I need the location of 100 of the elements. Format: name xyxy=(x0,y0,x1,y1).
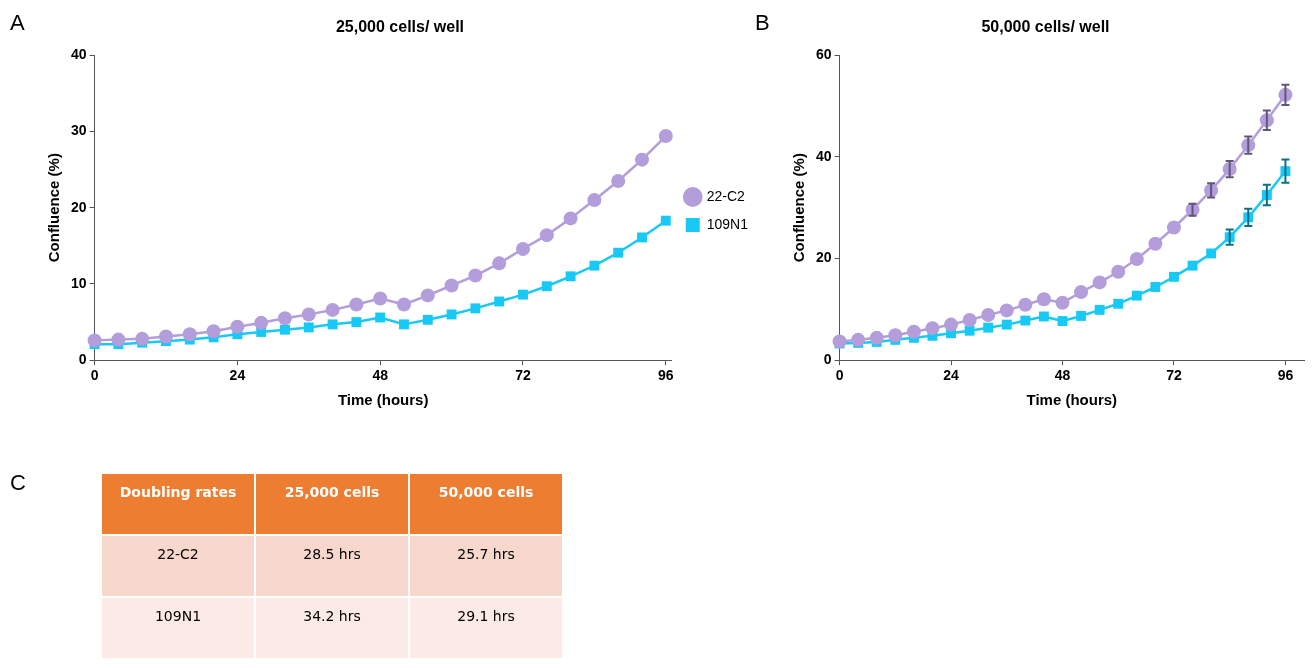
point xyxy=(280,324,290,335)
point xyxy=(518,289,528,300)
x-tick-label: 0 xyxy=(90,367,99,384)
y-axis-title: Confluence (%) xyxy=(790,153,808,263)
point xyxy=(981,307,996,322)
point xyxy=(492,256,507,271)
point xyxy=(832,334,847,349)
point xyxy=(1018,297,1033,312)
point xyxy=(422,314,433,325)
point xyxy=(1129,252,1144,267)
point xyxy=(206,324,221,339)
point xyxy=(420,288,435,303)
y-tick-label: 10 xyxy=(70,274,87,291)
text: 25.7 hrs xyxy=(409,535,563,597)
text: 22-C2 xyxy=(101,535,255,597)
point xyxy=(983,322,994,333)
point xyxy=(944,317,959,332)
y-tick-label: 20 xyxy=(815,249,832,266)
text: 109N1 xyxy=(101,597,255,659)
point xyxy=(964,325,975,336)
point xyxy=(962,313,977,328)
point xyxy=(1111,264,1126,279)
x-tick-label: 48 xyxy=(372,367,389,384)
chart-title: 25,000 cells/ well xyxy=(335,18,465,36)
point xyxy=(1020,315,1031,326)
point xyxy=(444,278,459,293)
point xyxy=(851,332,866,347)
point xyxy=(906,324,921,339)
point xyxy=(1074,285,1089,300)
point xyxy=(301,307,316,322)
point xyxy=(1148,236,1163,251)
point xyxy=(587,193,602,208)
x-tick-label: 96 xyxy=(1277,367,1294,384)
point xyxy=(468,268,483,283)
text: C xyxy=(10,470,26,496)
x-axis-title: Time (hours) xyxy=(337,391,429,409)
text: 28.5 hrs xyxy=(255,535,409,597)
x-tick-label: 24 xyxy=(943,367,960,384)
point xyxy=(611,174,626,189)
point xyxy=(1092,275,1107,290)
point xyxy=(634,152,649,167)
x-tick-label: 24 xyxy=(229,367,246,384)
x-axis-title: Time (hours) xyxy=(1026,391,1118,409)
point xyxy=(658,129,673,144)
legend-label: 109N1 xyxy=(706,215,749,232)
point xyxy=(999,303,1014,318)
point xyxy=(1094,304,1105,315)
point xyxy=(1057,316,1068,327)
point xyxy=(565,271,576,282)
y-tick-label: 0 xyxy=(78,351,87,368)
point xyxy=(303,322,314,333)
point xyxy=(515,241,530,256)
point xyxy=(1187,260,1198,271)
legend-label: 22-C2 xyxy=(706,187,746,204)
point xyxy=(1113,298,1124,309)
point xyxy=(230,319,245,334)
point xyxy=(541,281,552,292)
text: 50,000 cells xyxy=(409,473,563,535)
x-tick-label: 96 xyxy=(658,367,674,384)
point xyxy=(470,303,481,314)
text: A xyxy=(10,10,25,36)
point xyxy=(373,291,388,306)
x-tick-label: 48 xyxy=(1054,367,1071,384)
point xyxy=(446,309,457,320)
point xyxy=(277,311,292,326)
text: 29.1 hrs xyxy=(409,597,563,659)
point xyxy=(1038,311,1049,322)
point xyxy=(158,329,173,344)
point xyxy=(888,328,903,343)
text: 34.2 hrs xyxy=(255,597,409,659)
point xyxy=(1001,319,1012,330)
point xyxy=(396,297,411,312)
text: 25,000 cells xyxy=(255,473,409,535)
point xyxy=(637,232,647,243)
point xyxy=(254,315,269,330)
point xyxy=(399,319,409,330)
x-tick-label: 72 xyxy=(1166,367,1182,384)
text: B xyxy=(755,10,770,36)
y-tick-label: 30 xyxy=(70,122,87,139)
point xyxy=(1206,248,1217,259)
y-tick-label: 40 xyxy=(70,46,87,63)
y-tick-label: 40 xyxy=(815,147,832,164)
point xyxy=(349,297,364,312)
point xyxy=(135,331,150,346)
point xyxy=(375,312,386,323)
point xyxy=(351,317,362,328)
point xyxy=(87,333,102,348)
x-tick-label: 72 xyxy=(515,367,531,384)
y-tick-label: 20 xyxy=(70,198,87,215)
point xyxy=(1166,220,1181,235)
point xyxy=(1131,290,1142,301)
point xyxy=(563,211,578,226)
point xyxy=(539,228,554,243)
point xyxy=(1169,271,1179,282)
point xyxy=(1036,292,1051,307)
y-axis-title: Confluence (%) xyxy=(45,153,63,263)
point xyxy=(327,319,338,330)
point xyxy=(1150,282,1161,292)
chart-title: 50,000 cells/ well xyxy=(981,18,1110,36)
point xyxy=(613,247,624,258)
